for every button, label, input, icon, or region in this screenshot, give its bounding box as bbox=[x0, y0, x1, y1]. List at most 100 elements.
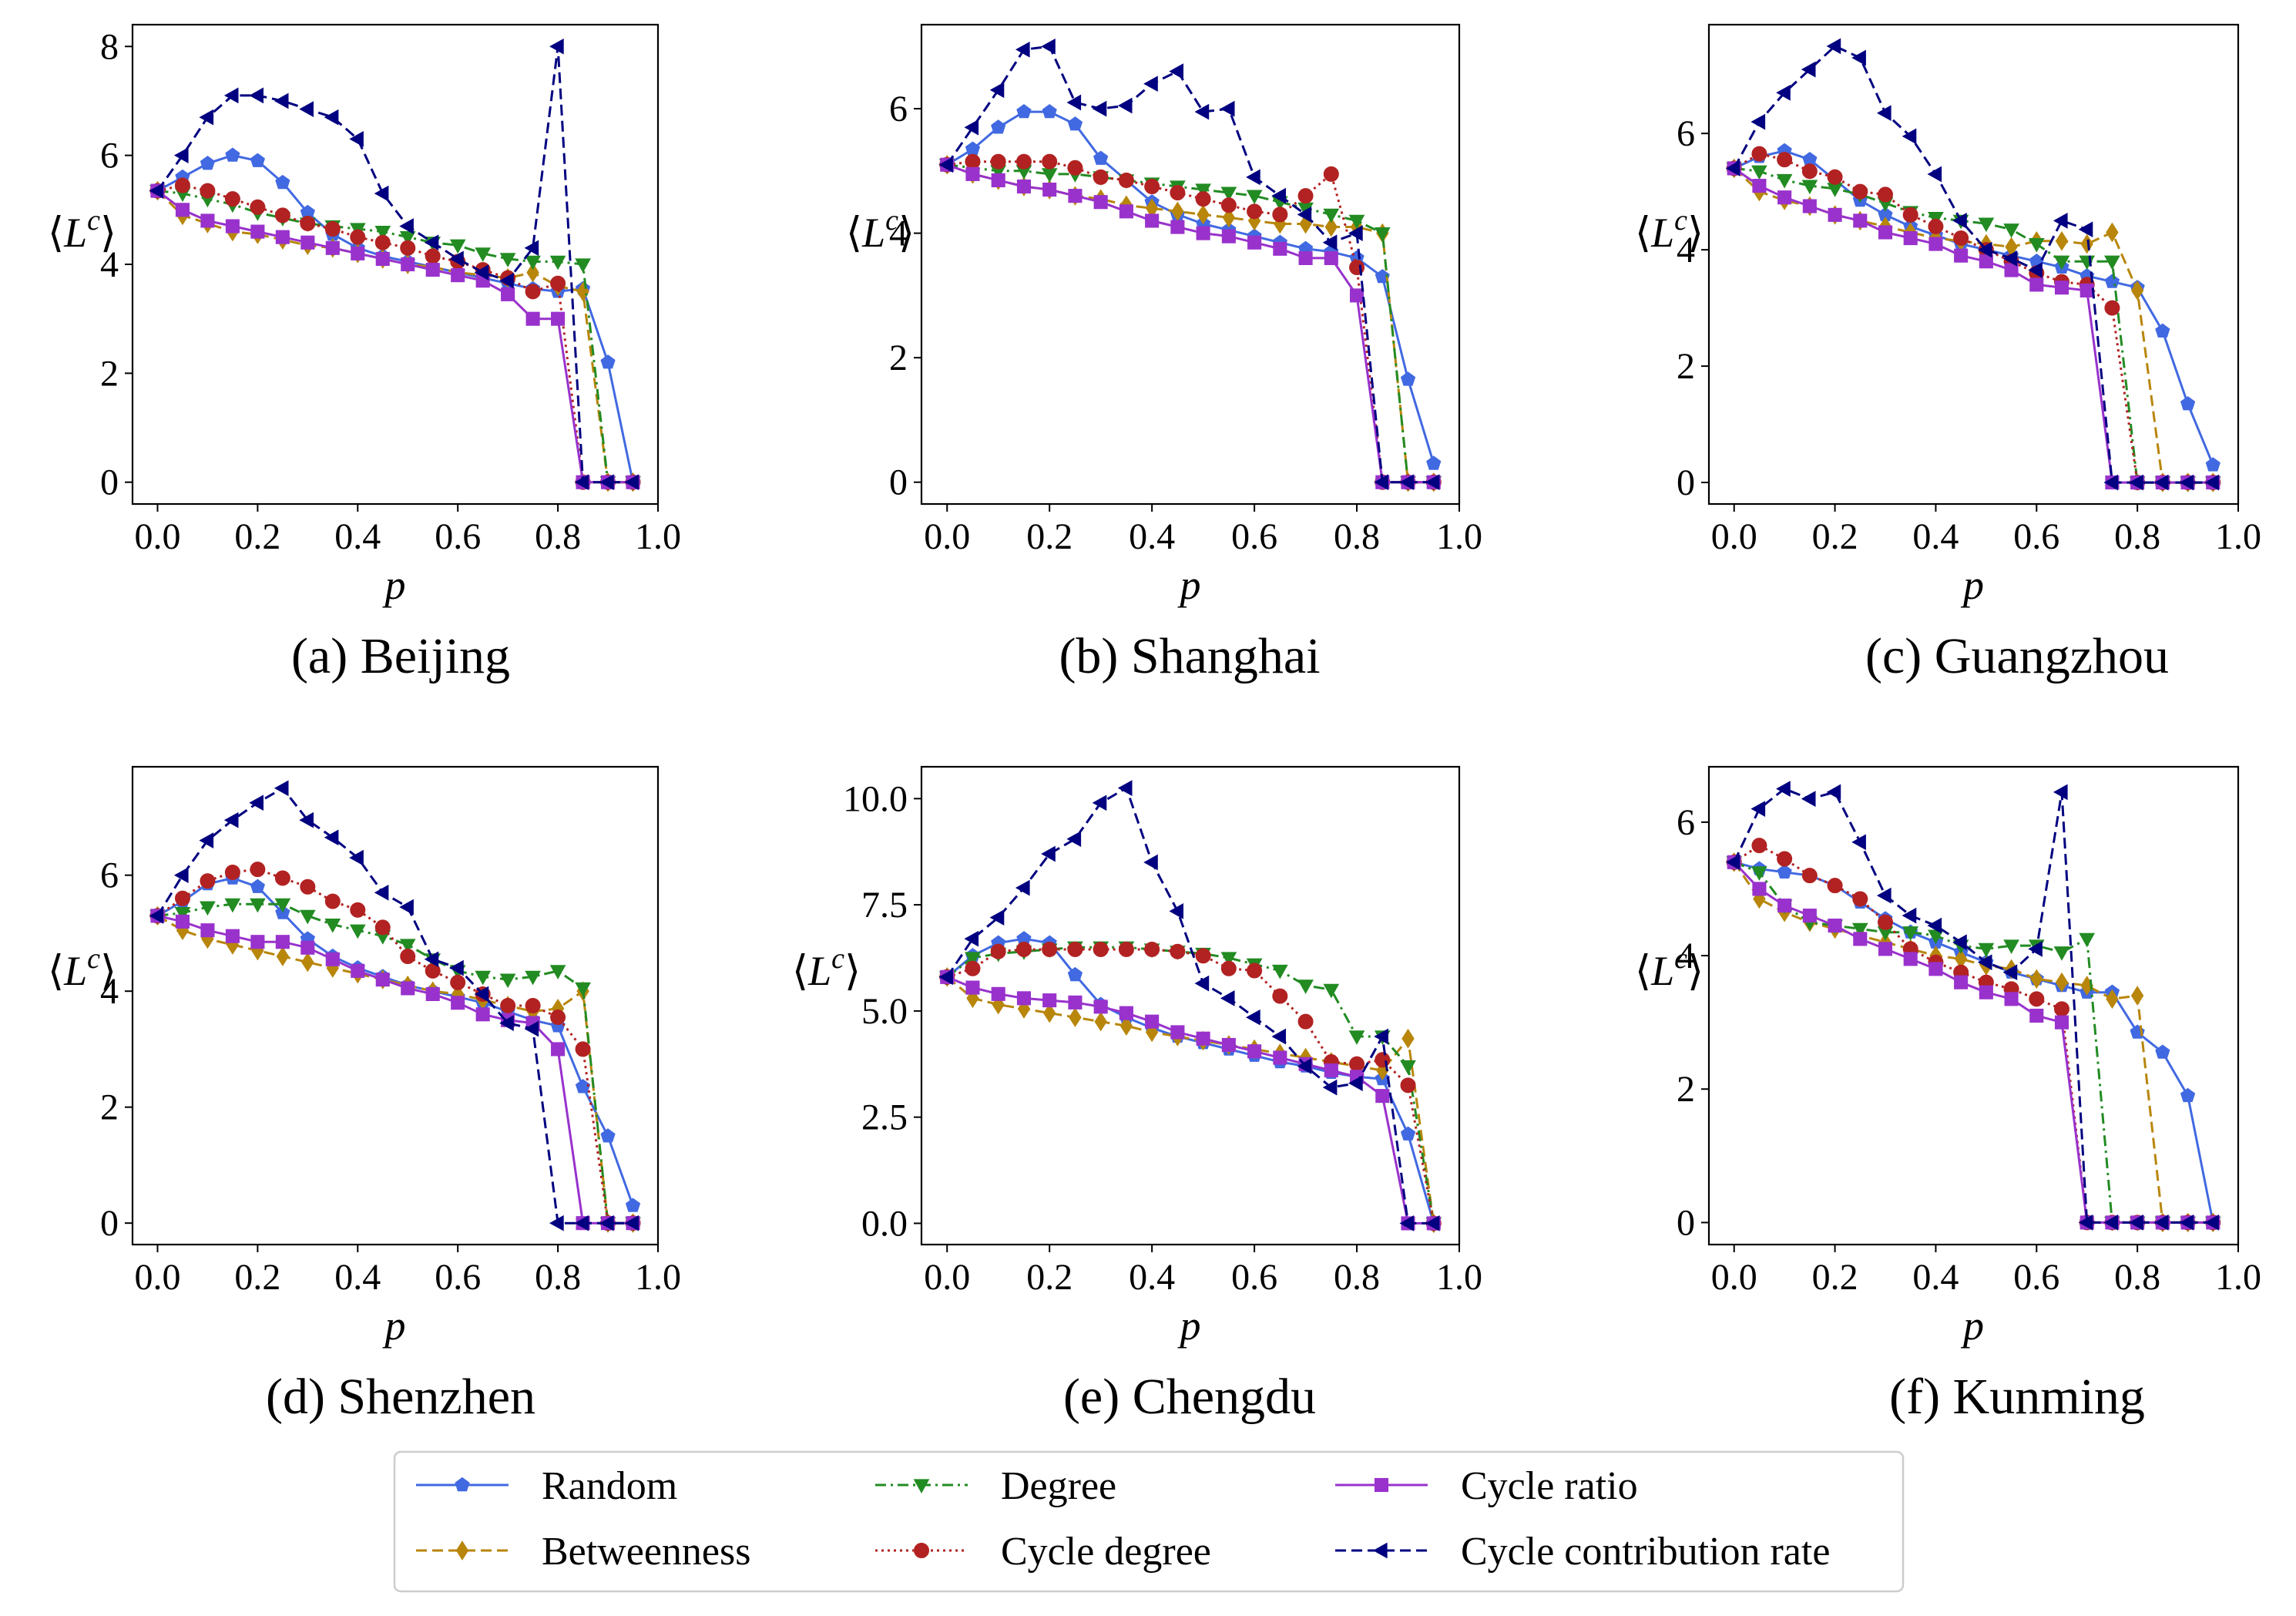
data-point-cycle-contribution-rate bbox=[1297, 1058, 1312, 1074]
data-point-cycle-contribution-rate bbox=[2179, 1215, 2194, 1231]
data-point-cycle-contribution-rate bbox=[1117, 780, 1133, 796]
data-point-degree bbox=[1978, 942, 1995, 958]
data-point-random bbox=[275, 174, 290, 190]
data-point-cycle-contribution-rate bbox=[2129, 1215, 2143, 1231]
y-tick-label: 2 bbox=[100, 353, 119, 394]
data-point-betweenness bbox=[1197, 204, 1210, 225]
x-tick-label: 0.2 bbox=[234, 516, 280, 557]
data-point-cycle-degree bbox=[1827, 878, 1843, 894]
y-tick-label: 4 bbox=[1677, 936, 1695, 976]
data-point-cycle-ratio bbox=[1928, 237, 1943, 251]
data-point-cycle-ratio bbox=[1979, 254, 1993, 269]
data-point-cycle-ratio bbox=[965, 980, 980, 995]
data-point-degree bbox=[1195, 183, 1211, 199]
data-point-cycle-contribution-rate bbox=[2053, 784, 2068, 801]
legend-marker-cycle-degree bbox=[914, 1543, 929, 1558]
data-point-cycle-contribution-rate bbox=[2002, 964, 2018, 981]
data-point-cycle-contribution-rate bbox=[1826, 784, 1841, 801]
data-point-cycle-ratio bbox=[275, 935, 290, 949]
data-point-cycle-degree bbox=[1195, 191, 1211, 207]
data-point-cycle-contribution-rate bbox=[299, 101, 314, 117]
data-point-cycle-ratio bbox=[225, 219, 240, 233]
legend-marker-degree bbox=[913, 1479, 930, 1494]
data-point-degree bbox=[499, 253, 516, 267]
x-tick-label: 1.0 bbox=[635, 516, 681, 557]
data-point-cycle-ratio bbox=[1221, 1037, 1236, 1053]
data-point-degree bbox=[1751, 866, 1767, 881]
data-point-cycle-ratio bbox=[1093, 1000, 1108, 1014]
x-axis-label: p bbox=[382, 1302, 406, 1349]
y-tick-label: 2 bbox=[889, 338, 908, 378]
data-point-random bbox=[991, 119, 1006, 134]
data-point-cycle-contribution-rate bbox=[1143, 854, 1158, 871]
legend-label-cycle-contribution-rate: Cycle contribution rate bbox=[1461, 1530, 1830, 1574]
plot-area bbox=[1725, 781, 2221, 1233]
data-point-betweenness bbox=[2106, 222, 2119, 243]
data-point-cycle-contribution-rate bbox=[1169, 903, 1183, 919]
legend-item-betweenness: Betweenness bbox=[416, 1530, 750, 1574]
legend-marker-cycle-contribution-rate bbox=[1372, 1542, 1388, 1559]
legend-item-cycle-contribution-rate: Cycle contribution rate bbox=[1335, 1530, 1830, 1574]
legend-label-cycle-ratio: Cycle ratio bbox=[1461, 1464, 1638, 1508]
series-line-cycle-contribution-rate bbox=[156, 787, 633, 1225]
data-point-cycle-contribution-rate bbox=[424, 234, 439, 251]
data-point-cycle-degree bbox=[1118, 172, 1134, 188]
data-point-cycle-ratio bbox=[1752, 179, 1767, 193]
data-point-cycle-degree bbox=[1801, 868, 1818, 884]
data-point-cycle-ratio bbox=[1170, 1025, 1185, 1040]
data-point-cycle-degree bbox=[250, 862, 266, 878]
data-point-cycle-ratio bbox=[1324, 1063, 1338, 1078]
data-point-cycle-contribution-rate bbox=[449, 959, 464, 976]
x-tick-label: 0.0 bbox=[924, 516, 970, 557]
data-point-cycle-ratio bbox=[1068, 189, 1083, 203]
data-point-degree bbox=[349, 924, 366, 939]
data-point-random bbox=[250, 153, 265, 167]
data-point-cycle-contribution-rate bbox=[324, 829, 339, 846]
axes-frame bbox=[920, 23, 1461, 506]
data-point-cycle-contribution-rate bbox=[1374, 474, 1388, 491]
data-point-random bbox=[1067, 966, 1083, 982]
data-point-cycle-degree bbox=[1195, 948, 1211, 964]
x-tick-label: 1.0 bbox=[1436, 516, 1482, 557]
x-tick-label: 0.6 bbox=[2013, 516, 2059, 557]
data-point-cycle-degree bbox=[1852, 891, 1868, 907]
data-point-degree bbox=[174, 907, 191, 922]
data-point-cycle-ratio bbox=[1145, 213, 1160, 228]
data-point-random bbox=[625, 1198, 641, 1212]
data-point-cycle-contribution-rate bbox=[2103, 1215, 2119, 1231]
data-point-random bbox=[1016, 103, 1032, 119]
data-point-cycle-degree bbox=[174, 890, 190, 906]
caption-d-shenzhen: (d) Shenzhen bbox=[266, 1369, 535, 1425]
data-point-degree bbox=[1400, 1060, 1416, 1075]
data-point-cycle-ratio bbox=[375, 973, 390, 987]
data-point-degree bbox=[1220, 186, 1237, 202]
axes-frame bbox=[1707, 23, 2240, 506]
data-point-degree bbox=[499, 973, 516, 989]
data-point-cycle-degree bbox=[350, 902, 366, 918]
y-tick-label: 10.0 bbox=[843, 778, 908, 819]
y-axis-label: ⟨Lc⟩ bbox=[48, 204, 116, 256]
data-point-cycle-contribution-rate bbox=[938, 156, 953, 173]
caption-f-kunming: (f) Kunming bbox=[1889, 1369, 2145, 1425]
data-point-cycle-degree bbox=[324, 221, 341, 237]
data-point-cycle-contribution-rate bbox=[1092, 795, 1107, 811]
data-point-random bbox=[575, 1079, 591, 1094]
panel-beijing: 0.0 0.2 0.4 0.6 0.8 1.0 0 2 4 6 8 p ⟨Lc⟩ bbox=[48, 23, 681, 608]
data-point-cycle-contribution-rate bbox=[1066, 831, 1082, 848]
data-point-cycle-degree bbox=[1953, 230, 1969, 247]
data-point-degree bbox=[1801, 180, 1818, 195]
x-tick-label: 0.8 bbox=[1334, 516, 1380, 557]
data-point-cycle-ratio bbox=[1145, 1014, 1160, 1029]
data-point-cycle-ratio bbox=[1802, 199, 1817, 213]
x-tick-label: 0.4 bbox=[1129, 516, 1175, 557]
data-point-cycle-degree bbox=[1042, 941, 1058, 957]
data-point-betweenness bbox=[301, 952, 314, 973]
data-point-degree bbox=[1776, 173, 1793, 189]
data-point-betweenness bbox=[276, 946, 290, 966]
data-point-degree bbox=[1246, 190, 1263, 205]
data-point-cycle-contribution-rate bbox=[274, 780, 289, 797]
y-tick-label: 7.5 bbox=[861, 885, 908, 926]
data-point-cycle-degree bbox=[1902, 207, 1918, 223]
data-point-random bbox=[2155, 1044, 2170, 1059]
data-point-cycle-ratio bbox=[1954, 248, 1969, 263]
